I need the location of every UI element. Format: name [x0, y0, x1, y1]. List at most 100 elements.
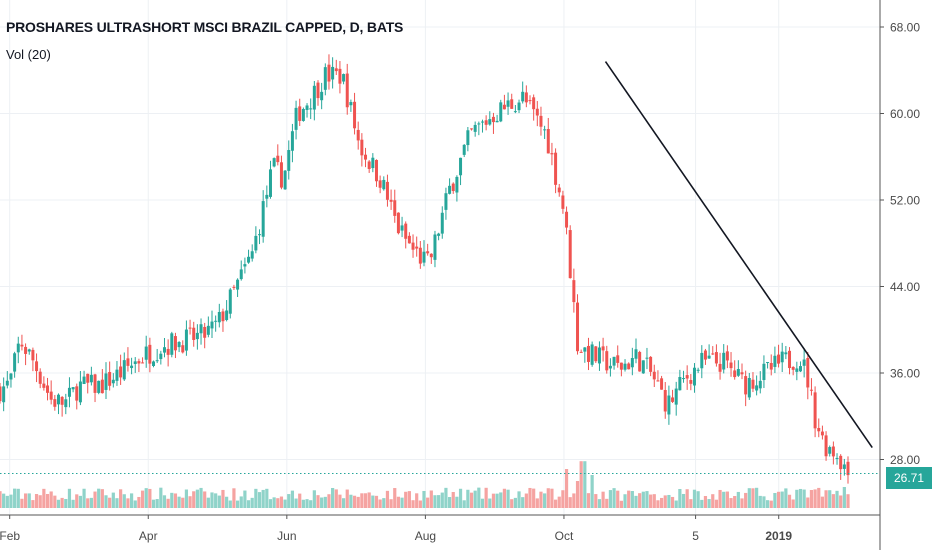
- candle-body: [594, 346, 598, 362]
- volume-bar: [820, 496, 825, 508]
- candle-body: [627, 363, 631, 370]
- candle-body: [795, 368, 799, 372]
- candle-body: [407, 235, 411, 244]
- volume-bar: [608, 490, 613, 508]
- candle-body: [349, 102, 353, 106]
- volume-bar: [53, 495, 57, 508]
- x-axis-tick-label: Oct: [555, 529, 574, 543]
- volume-bar: [254, 488, 258, 508]
- volume-bar: [455, 496, 459, 508]
- x-axis-tick-label: 2019: [765, 529, 792, 543]
- volume-bar: [279, 496, 284, 508]
- candle-body: [13, 353, 17, 372]
- candle-body: [510, 99, 514, 109]
- candle-body: [455, 176, 459, 193]
- volume-bar: [246, 500, 251, 508]
- candle-body: [177, 342, 181, 348]
- volume-bar: [513, 497, 517, 508]
- volume-bar: [111, 492, 115, 508]
- candle-body: [385, 181, 389, 200]
- candle-body: [605, 351, 609, 371]
- volume-bar: [510, 499, 514, 508]
- candle-body: [524, 92, 528, 103]
- volume-bar: [217, 495, 221, 508]
- candle-body: [67, 387, 71, 397]
- volume-bar: [484, 487, 488, 508]
- candle-body: [579, 351, 583, 353]
- candle-body: [780, 351, 784, 363]
- candle-body: [5, 380, 9, 386]
- candle-body: [345, 73, 349, 108]
- candle-body: [353, 101, 357, 129]
- candle-body: [517, 102, 521, 111]
- candle-body: [678, 376, 682, 391]
- volume-bar: [491, 493, 496, 508]
- volume-bar: [49, 491, 53, 508]
- volume-bar: [451, 492, 455, 508]
- volume-bar: [16, 488, 20, 508]
- volume-bar: [692, 489, 697, 508]
- candle-body: [93, 374, 97, 393]
- candle-body: [46, 385, 50, 393]
- volume-bar: [309, 500, 313, 508]
- volume-bar: [2, 493, 6, 508]
- volume-bar: [616, 490, 620, 508]
- volume-bar: [45, 493, 50, 508]
- candle-body: [543, 129, 547, 131]
- volume-bar: [331, 487, 335, 508]
- candle-body: [649, 356, 653, 372]
- volume-bar: [517, 491, 521, 508]
- candle-body: [448, 185, 452, 194]
- volume-bar: [232, 488, 236, 508]
- candle-body: [119, 366, 123, 378]
- candle-body: [718, 363, 722, 372]
- volume-bar: [813, 489, 817, 508]
- volume-bar: [532, 488, 536, 508]
- candle-body: [115, 369, 119, 381]
- volume-bar: [546, 488, 550, 508]
- volume-bar: [703, 496, 708, 508]
- candle-body: [839, 455, 843, 470]
- volume-bar: [78, 495, 83, 508]
- volume-bar: [133, 500, 137, 508]
- candle-body: [265, 194, 269, 199]
- candle-body: [418, 247, 422, 264]
- volume-indicator-label[interactable]: Vol (20): [6, 47, 51, 62]
- volume-bar: [477, 487, 481, 508]
- candle-body: [806, 358, 810, 388]
- candle-body: [298, 106, 302, 121]
- volume-bar: [791, 499, 795, 508]
- volume-bar: [140, 490, 145, 508]
- candle-body: [371, 157, 375, 169]
- candle-body: [327, 64, 331, 82]
- candle-body: [506, 100, 510, 107]
- candle-body: [243, 264, 247, 267]
- candle-body: [546, 128, 550, 154]
- candle-body: [334, 68, 338, 72]
- candle-body: [744, 376, 748, 395]
- volume-bar: [27, 493, 31, 508]
- volume-bar: [60, 497, 64, 508]
- volume-bar: [711, 494, 715, 508]
- volume-bar: [733, 496, 737, 508]
- candle-body: [258, 234, 262, 236]
- candle-body: [459, 157, 463, 176]
- volume-bar: [411, 500, 415, 508]
- volume-bar: [652, 494, 656, 508]
- candle-body: [301, 108, 305, 121]
- candle-body: [199, 324, 203, 334]
- candle-body: [393, 200, 397, 216]
- candle-body: [411, 242, 415, 250]
- volume-bar: [437, 495, 441, 508]
- volume-bar: [75, 494, 79, 508]
- candle-body: [367, 161, 371, 169]
- candle-body: [630, 358, 634, 368]
- candle-body: [159, 353, 163, 360]
- candle-body: [685, 375, 689, 379]
- volume-bar: [243, 490, 247, 508]
- volume-bar: [740, 498, 744, 508]
- volume-bar: [583, 461, 587, 508]
- candle-body: [638, 351, 642, 372]
- volume-bar: [97, 488, 101, 508]
